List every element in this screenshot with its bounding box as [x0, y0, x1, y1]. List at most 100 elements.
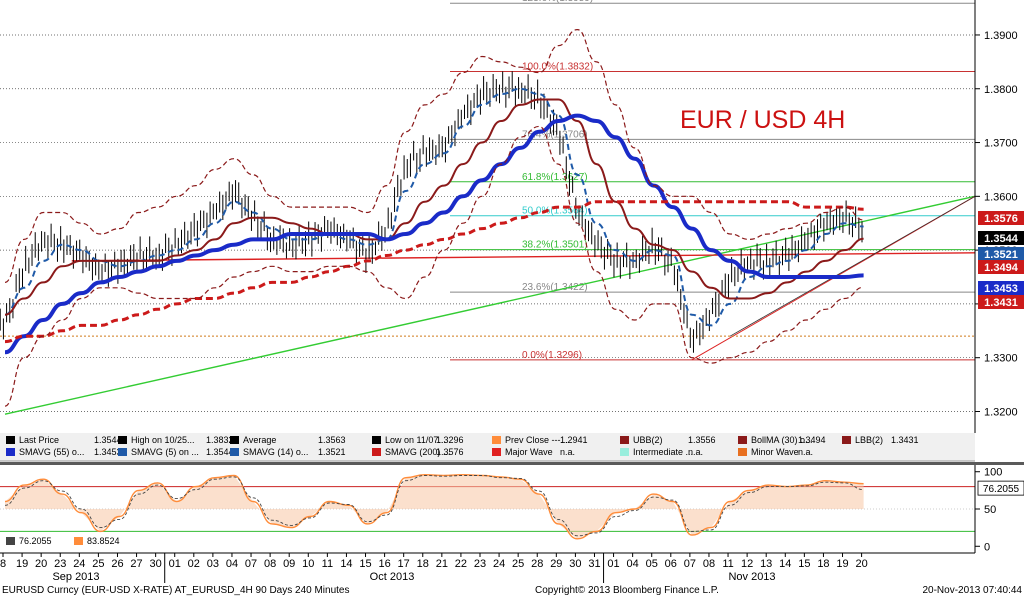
time-tick-label: 28 — [531, 558, 543, 570]
price-tick-label: 1.3600 — [984, 191, 1018, 203]
legend-background — [0, 433, 975, 461]
time-tick-label: 24 — [73, 558, 85, 570]
osc-line — [4, 475, 864, 537]
time-tick-label: 30 — [150, 558, 162, 570]
panel-divider — [0, 462, 1024, 465]
osc-tick-label: 0 — [984, 541, 990, 553]
osc-tick-label: 100 — [984, 467, 1002, 479]
osc-legend-swatch — [6, 537, 15, 545]
time-tick-label: 31 — [588, 558, 600, 570]
time-tick-label: 06 — [665, 558, 677, 570]
legend-swatch — [620, 436, 629, 444]
time-tick-label: 13 — [760, 558, 772, 570]
oscillator-axis: 100 50 0 76.2055 — [975, 467, 1024, 553]
month-label: Sep 2013 — [52, 571, 99, 583]
legend-value: n.a. — [798, 447, 813, 457]
osc-legend-value: 76.2055 — [19, 536, 52, 546]
time-tick-label: 08 — [264, 558, 276, 570]
time-tick-label: 23 — [54, 558, 66, 570]
time-tick-label: 15 — [359, 558, 371, 570]
legend-label: SMAVG (55) o... — [19, 447, 84, 457]
time-tick-label: 19 — [16, 558, 28, 570]
time-tick-label: 09 — [283, 558, 295, 570]
time-tick-label: 08 — [703, 558, 715, 570]
legend-label: SMAVG (5) on ... — [131, 447, 199, 457]
price-tag-box — [978, 211, 1024, 225]
time-tick-label: 11 — [322, 558, 333, 570]
time-tick-label: 27 — [130, 558, 142, 570]
price-tag-label: 1.3494 — [984, 262, 1019, 274]
legend-value: 1.3556 — [688, 435, 716, 445]
time-tick-label: 20 — [855, 558, 867, 570]
time-tick-label: 18 — [417, 558, 429, 570]
chart-title: EUR / USD 4H — [680, 106, 845, 134]
price-tag-box — [978, 295, 1024, 309]
time-tick-label: 29 — [550, 558, 562, 570]
time-tick-label: 10 — [302, 558, 314, 570]
fib-level-label: 61.8%(1.3627) — [522, 172, 588, 183]
legend-label: Intermediate ... — [633, 447, 693, 457]
legend-label: Prev Close ---... — [505, 435, 568, 445]
time-tick-label: 12 — [741, 558, 753, 570]
price-tag-box — [978, 231, 1024, 245]
legend-value: 1.3544 — [94, 435, 122, 445]
time-tick-label: 04 — [627, 558, 639, 570]
legend-label: SMAVG (200) ... — [385, 447, 450, 457]
time-tick-label: 03 — [207, 558, 219, 570]
legend-label: SMAVG (14) o... — [243, 447, 308, 457]
price-tick-label: 1.3800 — [984, 84, 1018, 96]
series-line — [4, 28, 864, 283]
footer-timestamp: 20-Nov-2013 07:40:44 — [922, 585, 1022, 596]
time-tick-label: 25 — [92, 558, 104, 570]
series-line — [4, 98, 864, 316]
series-line — [4, 125, 864, 407]
price-series — [4, 28, 864, 407]
fib-level-label: 0.0%(1.3296) — [522, 350, 582, 361]
time-tick-label: 07 — [684, 558, 696, 570]
price-tag-label: 1.3453 — [984, 283, 1018, 295]
legend-value: 1.3576 — [436, 447, 464, 457]
month-label: Oct 2013 — [370, 571, 415, 583]
legend-value: 1.2941 — [560, 435, 588, 445]
legend-swatch — [372, 436, 381, 444]
series-line — [4, 200, 864, 344]
legend-value: 1.3296 — [436, 435, 464, 445]
time-tick-label: 18 — [817, 558, 829, 570]
osc-tick-label: 50 — [984, 504, 996, 516]
price-tick-label: 1.3200 — [984, 406, 1018, 418]
legend-label: Average — [243, 435, 276, 445]
legend-label: High on 10/25... — [131, 435, 195, 445]
time-tick-label: 25 — [512, 558, 524, 570]
legend-swatch — [492, 436, 501, 444]
legend-value: 1.3521 — [318, 447, 346, 457]
legend-swatch — [738, 436, 747, 444]
price-tag-box — [978, 281, 1024, 295]
fib-level-label: 76.4%(1.3706) — [522, 129, 588, 140]
osc-legend-swatch — [74, 537, 83, 545]
time-tick-label: 11 — [722, 558, 733, 570]
legend-swatch — [620, 448, 629, 456]
time-tick-label: 14 — [340, 558, 352, 570]
legend-swatch — [118, 436, 127, 444]
fib-level-label: 123.6%(1.3959) — [522, 0, 593, 4]
time-axis: 8 19 20 23 24 25 26 27 30 01 02 03 04 07 08 09 10 11 14 15 1… — [0, 553, 868, 583]
time-tick-label: 17 — [398, 558, 410, 570]
legend-value: n.a. — [560, 447, 575, 457]
time-tick-label: 16 — [378, 558, 390, 570]
osc-fill — [5, 474, 864, 539]
time-tick-label: 15 — [798, 558, 810, 570]
fib-level-label: 38.2%(1.3501) — [522, 240, 588, 251]
fib-level-label: 100.0%(1.3832) — [522, 62, 593, 73]
time-tick-label: 01 — [169, 558, 181, 570]
time-tick-label: 04 — [226, 558, 238, 570]
price-tick-label: 1.3300 — [984, 353, 1018, 365]
legend-value: 1.3494 — [798, 435, 826, 445]
time-tick-label: 20 — [35, 558, 47, 570]
osc-current-tag: 76.2055 — [983, 484, 1020, 495]
legend-label: LBB(2) — [855, 435, 883, 445]
price-tag-label: 1.3576 — [984, 213, 1018, 225]
time-tick-label: 24 — [493, 558, 505, 570]
time-tick-label: 07 — [245, 558, 257, 570]
